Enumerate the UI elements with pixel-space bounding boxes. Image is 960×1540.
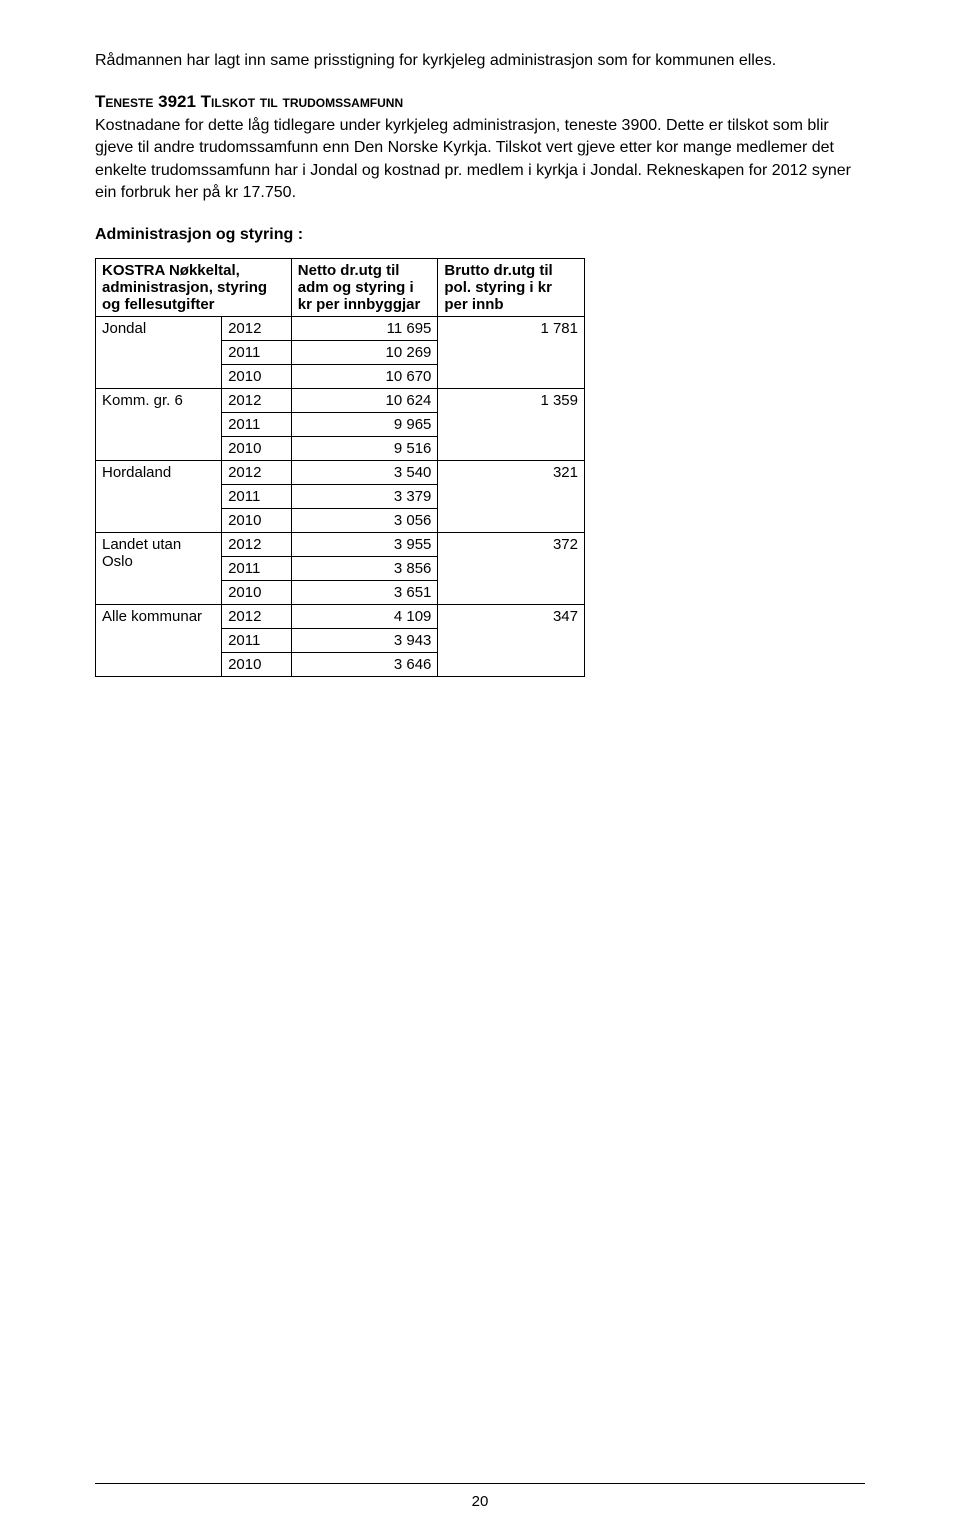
year-cell: 2012 xyxy=(222,317,292,341)
brutto-cell: 321 xyxy=(438,461,585,533)
table-header-2: Netto dr.utg til adm og styring i kr per… xyxy=(291,259,438,317)
category-cell: Landet utan Oslo xyxy=(96,533,222,605)
year-cell: 2012 xyxy=(222,605,292,629)
netto-cell: 10 670 xyxy=(291,365,438,389)
page-number: 20 xyxy=(95,1493,865,1510)
netto-cell: 9 965 xyxy=(291,413,438,437)
intro-paragraph: Rådmannen har lagt inn same prisstigning… xyxy=(95,50,865,72)
table-row: Hordaland20123 540321 xyxy=(96,461,585,485)
netto-cell: 11 695 xyxy=(291,317,438,341)
netto-cell: 10 269 xyxy=(291,341,438,365)
table-row: Jondal201211 6951 781 xyxy=(96,317,585,341)
year-cell: 2010 xyxy=(222,581,292,605)
netto-cell: 3 056 xyxy=(291,509,438,533)
year-cell: 2010 xyxy=(222,653,292,677)
service-heading: Teneste 3921 Tilskot til trudomssamfunn xyxy=(95,92,403,111)
year-cell: 2012 xyxy=(222,533,292,557)
year-cell: 2011 xyxy=(222,557,292,581)
category-cell: Komm. gr. 6 xyxy=(96,389,222,461)
year-cell: 2012 xyxy=(222,389,292,413)
year-cell: 2011 xyxy=(222,413,292,437)
netto-cell: 3 856 xyxy=(291,557,438,581)
netto-cell: 3 540 xyxy=(291,461,438,485)
category-cell: Alle kommunar xyxy=(96,605,222,677)
year-cell: 2011 xyxy=(222,629,292,653)
netto-cell: 3 651 xyxy=(291,581,438,605)
year-cell: 2012 xyxy=(222,461,292,485)
year-cell: 2010 xyxy=(222,365,292,389)
netto-cell: 9 516 xyxy=(291,437,438,461)
category-cell: Hordaland xyxy=(96,461,222,533)
table-row: Komm. gr. 6201210 6241 359 xyxy=(96,389,585,413)
year-cell: 2011 xyxy=(222,485,292,509)
year-cell: 2010 xyxy=(222,509,292,533)
table-row: Alle kommunar20124 109347 xyxy=(96,605,585,629)
brutto-cell: 1 359 xyxy=(438,389,585,461)
table-header-1: KOSTRA Nøkkeltal, administrasjon, styrin… xyxy=(96,259,292,317)
table-header-3: Brutto dr.utg til pol. styring i kr per … xyxy=(438,259,585,317)
netto-cell: 3 955 xyxy=(291,533,438,557)
brutto-cell: 1 781 xyxy=(438,317,585,389)
year-cell: 2011 xyxy=(222,341,292,365)
netto-cell: 3 646 xyxy=(291,653,438,677)
footer-rule xyxy=(95,1483,865,1484)
netto-cell: 3 943 xyxy=(291,629,438,653)
section-title: Administrasjon og styring : xyxy=(95,226,865,244)
year-cell: 2010 xyxy=(222,437,292,461)
service-paragraph: Kostnadane for dette låg tidlegare under… xyxy=(95,117,851,201)
brutto-cell: 347 xyxy=(438,605,585,677)
netto-cell: 3 379 xyxy=(291,485,438,509)
table-row: Landet utan Oslo20123 955372 xyxy=(96,533,585,557)
service-heading-block: Teneste 3921 Tilskot til trudomssamfunn … xyxy=(95,90,865,204)
netto-cell: 4 109 xyxy=(291,605,438,629)
kostra-table: KOSTRA Nøkkeltal, administrasjon, styrin… xyxy=(95,258,585,677)
category-cell: Jondal xyxy=(96,317,222,389)
brutto-cell: 372 xyxy=(438,533,585,605)
netto-cell: 10 624 xyxy=(291,389,438,413)
